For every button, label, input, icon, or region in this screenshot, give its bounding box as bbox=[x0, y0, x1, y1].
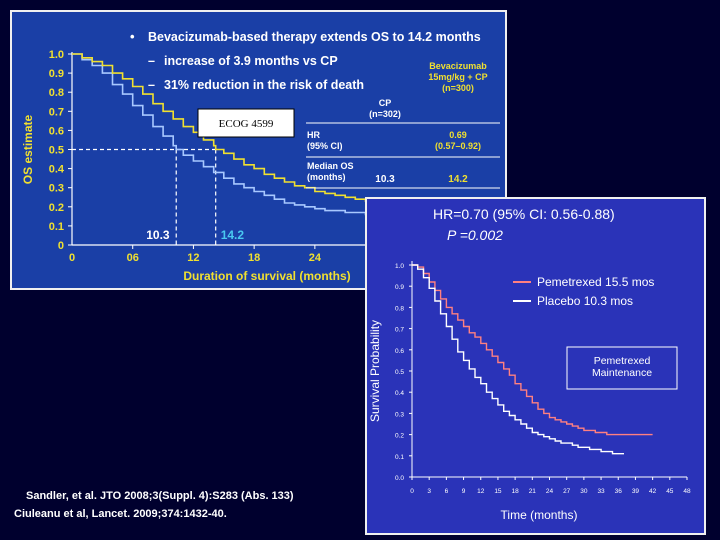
annotation-label: Pemetrexed Maintenance bbox=[592, 355, 652, 379]
x-tick-label: 30 bbox=[580, 488, 588, 495]
bullet-1: Bevacizumab-based therapy extends OS to … bbox=[148, 30, 481, 44]
y-tick-label: 0.6 bbox=[395, 348, 404, 355]
y-tick-label: 1.0 bbox=[395, 263, 404, 270]
x-tick-label: 24 bbox=[546, 488, 554, 495]
y-tick-label: 0.9 bbox=[49, 68, 64, 80]
bullet-dash-1: – bbox=[148, 54, 155, 68]
x-tick-label: 33 bbox=[597, 488, 605, 495]
x-tick-label: 21 bbox=[529, 488, 537, 495]
y-tick-label: 0.1 bbox=[395, 454, 404, 461]
x-tick-label: 12 bbox=[477, 488, 485, 495]
table-row-median-label: Median OS (months) bbox=[307, 161, 354, 182]
x-tick-label: 6 bbox=[445, 488, 449, 495]
y-tick-label: 0.8 bbox=[395, 305, 404, 312]
reference-sandler: Sandler, et al. JTO 2008;3(Suppl. 4):S28… bbox=[26, 490, 294, 502]
x-axis-label: Time (months) bbox=[501, 508, 578, 522]
x-tick-label: 36 bbox=[615, 488, 623, 495]
x-tick-label: 06 bbox=[127, 252, 139, 264]
x-tick-label: 42 bbox=[649, 488, 657, 495]
x-tick-label: 15 bbox=[494, 488, 502, 495]
p-value: P =0.002 bbox=[447, 227, 503, 243]
y-tick-label: 0.4 bbox=[49, 164, 65, 176]
hr-title: HR=0.70 (95% CI: 0.56-0.88) bbox=[433, 206, 615, 222]
x-tick-label: 3 bbox=[427, 488, 431, 495]
y-tick-label: 0.3 bbox=[395, 411, 404, 418]
y-tick-label: 0.4 bbox=[395, 390, 404, 397]
y-tick-label: 0.1 bbox=[49, 221, 64, 233]
x-tick-label: 39 bbox=[632, 488, 640, 495]
table-header-bev: Bevacizumab 15mg/kg + CP (n=300) bbox=[428, 61, 487, 93]
y-tick-label: 0.8 bbox=[49, 87, 64, 99]
y-tick-label: 0.3 bbox=[49, 183, 64, 195]
y-axis-label: OS estimate bbox=[21, 114, 35, 184]
cp-survival-curve bbox=[72, 53, 437, 221]
legend-label-pemetrexed: Pemetrexed 15.5 mos bbox=[537, 275, 654, 289]
y-tick-label: 0.2 bbox=[395, 433, 404, 440]
pemetrexed-panel: HR=0.70 (95% CI: 0.56-0.88) P =0.002 0.0 0.… bbox=[365, 197, 706, 535]
pemetrexed-chart: HR=0.70 (95% CI: 0.56-0.88) P =0.002 0.0 0.… bbox=[368, 206, 691, 522]
y-tick-label: 0.7 bbox=[395, 327, 404, 334]
y-tick-label: 1.0 bbox=[49, 49, 64, 61]
x-axis-label: Duration of survival (months) bbox=[183, 269, 350, 283]
y-tick-label: 0.5 bbox=[49, 145, 64, 157]
reference-ciuleanu: Ciuleanu et al, Lancet. 2009;374:1432-40… bbox=[14, 508, 227, 520]
x-tick-label: 12 bbox=[187, 252, 199, 264]
bullet-dash-2: – bbox=[148, 78, 155, 92]
y-tick-label: 0.5 bbox=[395, 369, 404, 376]
trial-label: ECOG 4599 bbox=[219, 118, 274, 130]
bullet-marker: • bbox=[130, 29, 135, 44]
ecog-4599-panel: • Bevacizumab-based therapy extends OS to… bbox=[10, 10, 507, 290]
y-axis-label: Survival Probability bbox=[368, 320, 382, 422]
x-tick-label: 0 bbox=[69, 252, 75, 264]
trial-label-box bbox=[197, 108, 295, 138]
y-tick-label: 0 bbox=[58, 240, 64, 252]
y-tick-label: 0.2 bbox=[49, 202, 64, 214]
x-tick-label: 45 bbox=[666, 488, 674, 495]
x-tick-label: 18 bbox=[248, 252, 260, 264]
y-tick-label: 0.7 bbox=[49, 106, 64, 118]
x-tick-label: 48 bbox=[683, 488, 691, 495]
placebo-survival-curve bbox=[412, 264, 624, 455]
x-tick-label: 18 bbox=[512, 488, 520, 495]
annotation-box bbox=[566, 346, 678, 390]
pemetrexed-survival-curve bbox=[412, 264, 653, 436]
bullet-2: increase of 3.9 months vs CP bbox=[164, 54, 338, 68]
ecog-4599-chart: • Bevacizumab-based therapy extends OS to… bbox=[21, 29, 500, 283]
x-tick-label: 27 bbox=[563, 488, 571, 495]
table-median-bev: 14.2 bbox=[448, 174, 468, 185]
x-tick-label: 0 bbox=[410, 488, 414, 495]
table-row-hr-label: HR (95% CI) bbox=[307, 130, 343, 151]
table-hr-value: 0.69 (0.57–0.92) bbox=[435, 130, 481, 151]
median-label-cp: 10.3 bbox=[146, 228, 170, 242]
x-tick-label: 9 bbox=[462, 488, 466, 495]
table-header-cp: CP (n=302) bbox=[369, 98, 401, 119]
y-tick-label: 0.9 bbox=[395, 284, 404, 291]
y-tick-label: 0.6 bbox=[49, 125, 64, 137]
y-tick-label: 0.0 bbox=[395, 475, 404, 482]
median-label-bev: 14.2 bbox=[221, 228, 245, 242]
legend-label-placebo: Placebo 10.3 mos bbox=[537, 294, 633, 308]
x-tick-label: 24 bbox=[309, 252, 322, 264]
bullet-3: 31% reduction in the risk of death bbox=[164, 78, 364, 92]
table-median-cp: 10.3 bbox=[375, 174, 395, 185]
